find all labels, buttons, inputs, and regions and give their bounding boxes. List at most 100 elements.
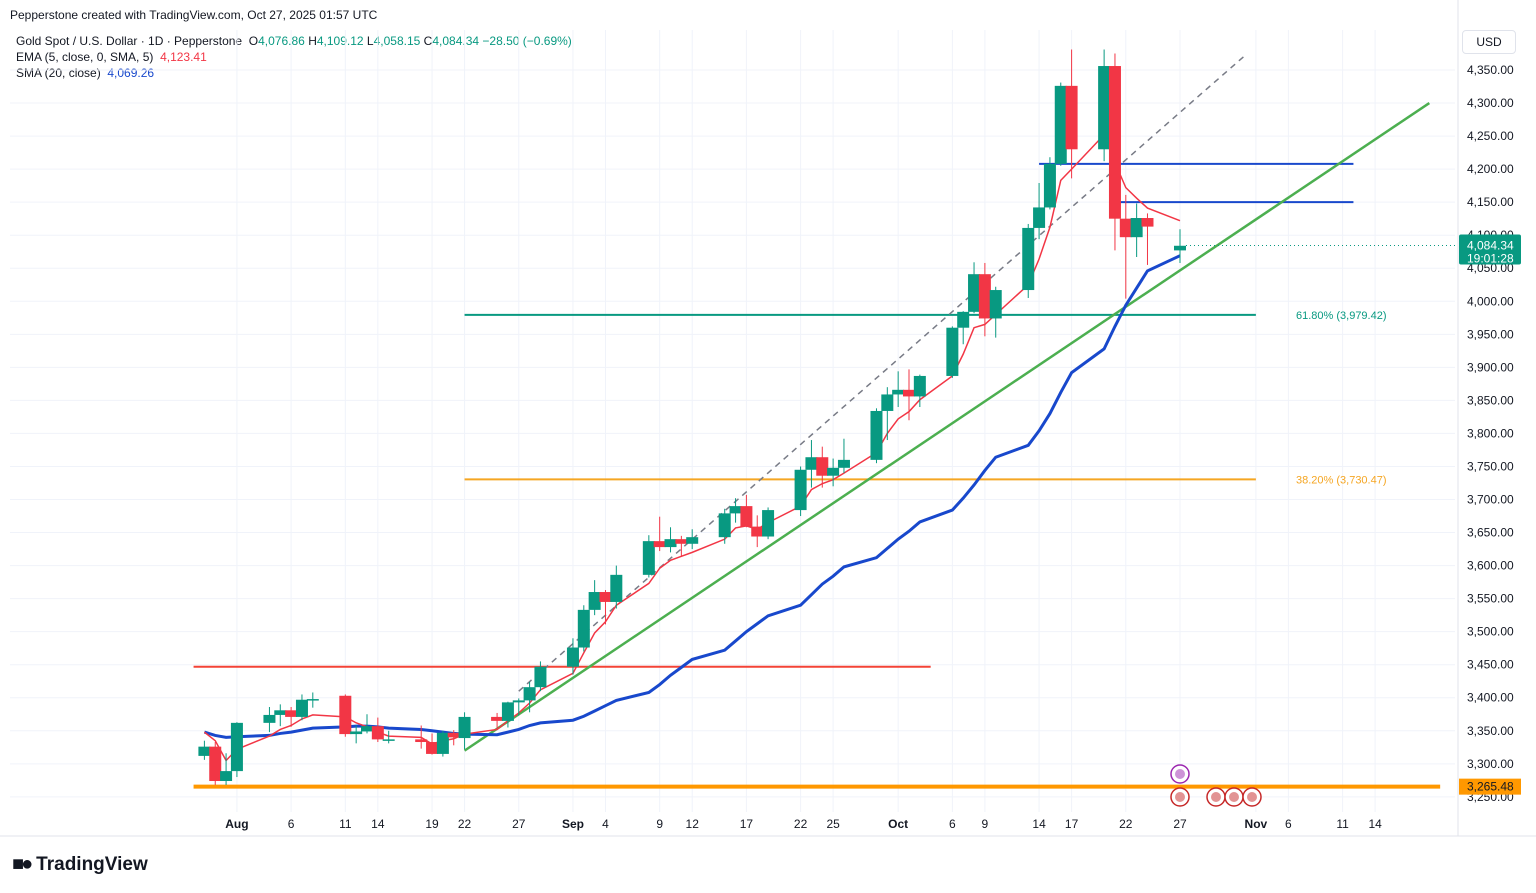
countdown-label: 19:01:28 — [1467, 252, 1514, 266]
symbol-name[interactable]: Gold Spot / U.S. Dollar · 1D · Peppersto… — [16, 34, 243, 48]
x-tick-label: Nov — [1245, 817, 1268, 831]
candle-body — [534, 666, 547, 688]
x-tick-label: 22 — [458, 817, 472, 831]
y-tick-label: 3,350.00 — [1467, 724, 1514, 738]
x-tick-label: Sep — [562, 817, 584, 831]
y-tick-label: 3,550.00 — [1467, 592, 1514, 606]
candle-body — [523, 687, 536, 701]
ohlc-row: Gold Spot / U.S. Dollar · 1D · Peppersto… — [16, 33, 572, 49]
y-tick-label: 4,000.00 — [1467, 294, 1514, 308]
x-tick-label: 17 — [740, 817, 754, 831]
last-price-badge — [1459, 234, 1521, 265]
candle-body — [1054, 85, 1067, 164]
close-value: 4,084.34 — [432, 34, 480, 48]
candle-body — [447, 732, 460, 738]
candle-body — [881, 394, 894, 411]
y-tick-label: 3,650.00 — [1467, 526, 1514, 540]
high-label: H — [308, 34, 317, 48]
candle-body — [371, 726, 384, 740]
last-price-label: 4,084.34 — [1467, 239, 1514, 253]
y-tick-label: 3,300.00 — [1467, 757, 1514, 771]
x-tick-label: 22 — [794, 817, 808, 831]
low-value: 4,058.15 — [373, 34, 421, 48]
y-tick-label: 3,700.00 — [1467, 493, 1514, 507]
us-flag-icon-dot — [1211, 792, 1221, 802]
x-tick-label: 27 — [512, 817, 526, 831]
candle-body — [751, 526, 764, 537]
tradingview-mark-icon: ■● — [12, 853, 33, 875]
candle-body — [870, 410, 883, 460]
ema-row[interactable]: EMA (5, close, 0, SMA, 5) 4,123.41 — [16, 49, 572, 65]
trendline — [463, 102, 1431, 752]
y-tick-label: 4,050.00 — [1467, 261, 1514, 275]
open-value: 4,076.86 — [258, 34, 305, 48]
x-tick-label: 25 — [826, 817, 840, 831]
candle-body — [1065, 85, 1078, 150]
candle-body — [285, 710, 298, 717]
candle-body — [512, 700, 525, 703]
candle-body — [903, 389, 915, 397]
y-tick-label: 4,350.00 — [1467, 63, 1514, 77]
x-tick-label: 17 — [1065, 817, 1079, 831]
currency-button[interactable]: USD — [1462, 30, 1516, 54]
candle-body — [740, 506, 753, 527]
x-tick-label: 9 — [656, 817, 663, 831]
level-label: 38.20% (3,730.47) — [1296, 474, 1387, 486]
y-tick-label: 4,250.00 — [1467, 129, 1514, 143]
y-tick-label: 4,300.00 — [1467, 96, 1514, 110]
x-tick-label: Aug — [225, 817, 248, 831]
candle-body — [653, 541, 666, 548]
candle-body — [588, 592, 601, 610]
x-tick-label: 14 — [1368, 817, 1382, 831]
y-tick-label: 3,800.00 — [1467, 426, 1514, 440]
x-tick-label: 11 — [339, 817, 352, 831]
y-tick-label: 4,200.00 — [1467, 162, 1514, 176]
x-tick-label: 11 — [1336, 817, 1349, 831]
candle-body — [1119, 218, 1132, 238]
candle-body — [989, 290, 1002, 319]
x-tick-label: 6 — [288, 817, 295, 831]
support-price-badge — [1459, 778, 1521, 795]
x-tick-label: 12 — [686, 817, 700, 831]
x-tick-label: 9 — [982, 817, 989, 831]
candle-body — [350, 731, 363, 735]
x-tick-label: 6 — [1285, 817, 1292, 831]
candle-body — [491, 716, 504, 721]
y-tick-label: 3,600.00 — [1467, 559, 1514, 573]
support-price-label: 3,265.48 — [1467, 780, 1514, 794]
candle-body — [1108, 66, 1121, 219]
candle-body — [816, 457, 829, 476]
low-label: L — [366, 34, 374, 48]
candle-body — [664, 539, 677, 548]
candle-body — [339, 695, 352, 735]
candle-body — [913, 375, 926, 397]
candle-body — [382, 739, 395, 741]
candle-body — [501, 702, 514, 721]
level-label: 61.80% (3,979.42) — [1296, 310, 1387, 322]
candle-body — [686, 537, 699, 544]
x-tick-label: 19 — [425, 817, 439, 831]
candle-body — [729, 506, 742, 514]
close-label: C — [423, 34, 433, 48]
y-tick-label: 3,500.00 — [1467, 625, 1514, 639]
candle-body — [957, 311, 970, 328]
x-tick-label: Oct — [888, 817, 908, 831]
tradingview-logo: ■● TradingView — [12, 853, 148, 876]
x-tick-label: 14 — [1032, 817, 1046, 831]
y-tick-label: 3,450.00 — [1467, 658, 1514, 672]
candle-body — [263, 714, 276, 723]
chart-legend: Gold Spot / U.S. Dollar · 1D · Peppersto… — [16, 33, 572, 81]
candle-body — [599, 592, 612, 602]
candle-body — [1174, 245, 1186, 251]
high-value: 4,109.12 — [316, 34, 364, 48]
candle-body — [230, 722, 243, 772]
candle-body — [306, 699, 319, 701]
x-tick-label: 6 — [949, 817, 956, 831]
brand-name: TradingView — [36, 853, 148, 875]
y-tick-label: 3,900.00 — [1467, 360, 1514, 374]
ema-label: EMA (5, close, 0, SMA, 5) — [16, 50, 154, 64]
chart-credit: Pepperstone created with TradingView.com… — [10, 8, 378, 22]
candle-body — [762, 510, 775, 537]
candle-body — [805, 457, 818, 470]
